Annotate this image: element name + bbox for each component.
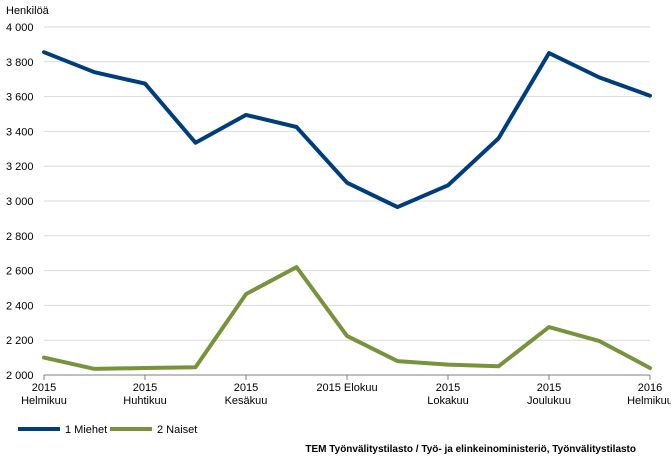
y-tick-label: 3 800 (6, 57, 34, 69)
legend-label: 1 Miehet (65, 424, 107, 436)
series-line-2 (42, 265, 652, 371)
gridlines (44, 26, 650, 376)
y-axis-unit-label: Henkilöä (6, 5, 50, 17)
legend-label: 2 Naiset (157, 424, 197, 436)
series-lines (42, 50, 652, 371)
y-tick-label: 2 000 (6, 370, 34, 382)
x-tick-label: 2016 Helmikuu (627, 382, 671, 407)
y-tick-label: 2 200 (6, 335, 34, 347)
source-note: TEM Työnvälitystilasto / Työ- ja elinkei… (305, 444, 636, 455)
y-tick-label: 3 200 (6, 161, 34, 173)
y-tick-label: 2 400 (6, 300, 34, 312)
x-axis-ticks: 2015 Helmikuu 2015 Huhtikuu 2015 Kesäkuu 2015 … (21, 375, 671, 407)
x-tick-label: 2015 Joulukuu (527, 382, 571, 407)
x-tick-label: 2015 Kesäkuu (225, 382, 268, 407)
y-tick-label: 2 800 (6, 231, 34, 243)
y-axis-ticks: 2 000 2 200 2 400 2 600 2 800 3 000 3 200 3 400… (6, 22, 34, 382)
y-tick-label: 2 600 (6, 266, 34, 278)
x-tick-label: 2015 Elokuu (316, 382, 377, 394)
y-tick-label: 3 600 (6, 92, 34, 104)
y-tick-label: 3 000 (6, 196, 34, 208)
x-tick-label: 2015 Helmikuu (21, 382, 67, 407)
x-tick-label: 2015 Lokakuu (427, 382, 469, 407)
legend: 1 Miehet 2 Naiset (18, 424, 197, 436)
x-tick-label: 2015 Huhtikuu (123, 382, 166, 407)
y-tick-label: 3 400 (6, 126, 34, 138)
y-tick-label: 4 000 (6, 22, 34, 34)
series-line-1 (42, 50, 652, 210)
